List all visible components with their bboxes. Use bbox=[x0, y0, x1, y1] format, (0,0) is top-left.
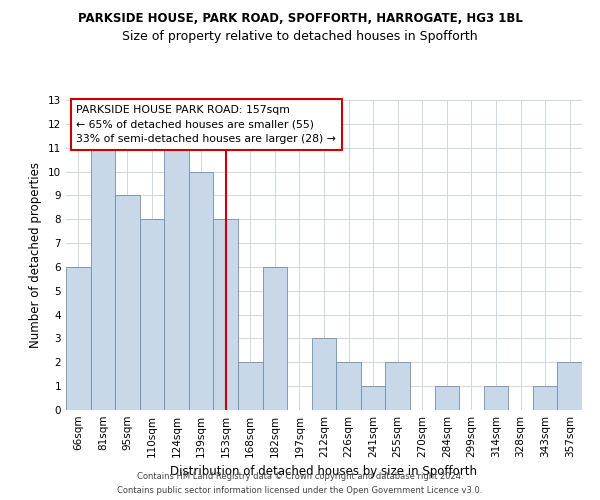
Bar bbox=[66, 267, 91, 410]
Text: Size of property relative to detached houses in Spofforth: Size of property relative to detached ho… bbox=[122, 30, 478, 43]
Bar bbox=[336, 362, 361, 410]
Bar bbox=[312, 338, 336, 410]
Bar bbox=[140, 219, 164, 410]
Text: Contains public sector information licensed under the Open Government Licence v3: Contains public sector information licen… bbox=[118, 486, 482, 495]
Text: PARKSIDE HOUSE PARK ROAD: 157sqm
← 65% of detached houses are smaller (55)
33% o: PARKSIDE HOUSE PARK ROAD: 157sqm ← 65% o… bbox=[76, 104, 336, 144]
Bar bbox=[385, 362, 410, 410]
Text: Contains HM Land Registry data © Crown copyright and database right 2024.: Contains HM Land Registry data © Crown c… bbox=[137, 472, 463, 481]
Bar bbox=[91, 148, 115, 410]
Bar bbox=[189, 172, 214, 410]
Bar bbox=[361, 386, 385, 410]
Bar bbox=[484, 386, 508, 410]
Bar bbox=[238, 362, 263, 410]
Bar bbox=[434, 386, 459, 410]
Y-axis label: Number of detached properties: Number of detached properties bbox=[29, 162, 43, 348]
Bar bbox=[557, 362, 582, 410]
X-axis label: Distribution of detached houses by size in Spofforth: Distribution of detached houses by size … bbox=[170, 466, 478, 478]
Text: PARKSIDE HOUSE, PARK ROAD, SPOFFORTH, HARROGATE, HG3 1BL: PARKSIDE HOUSE, PARK ROAD, SPOFFORTH, HA… bbox=[77, 12, 523, 26]
Bar bbox=[164, 148, 189, 410]
Bar bbox=[214, 219, 238, 410]
Bar bbox=[263, 267, 287, 410]
Bar bbox=[533, 386, 557, 410]
Bar bbox=[115, 196, 140, 410]
